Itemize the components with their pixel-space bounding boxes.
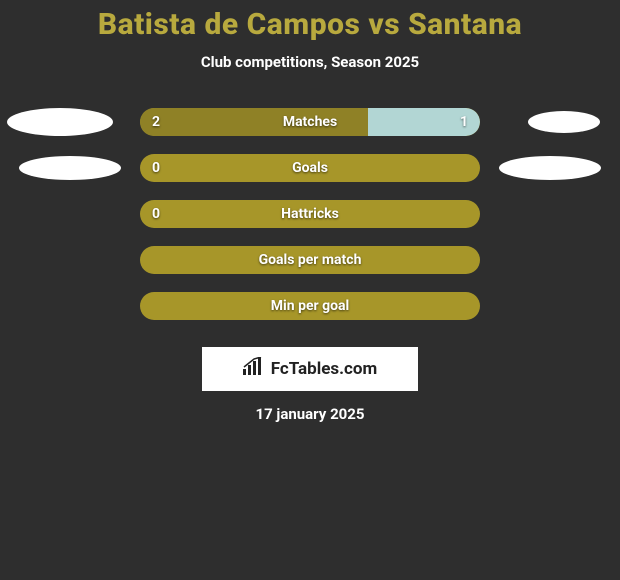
stat-label: Goals (292, 160, 328, 176)
stat-label: Hattricks (281, 206, 339, 222)
subtitle: Club competitions, Season 2025 (0, 53, 620, 71)
stats-block: 2 1 Matches 0 Goals 0 Hattricks Goals per match… (0, 99, 620, 329)
stat-row: Goals per match (0, 237, 620, 283)
stat-label: Min per goal (271, 298, 349, 314)
stat-value-left: 2 (152, 114, 160, 130)
stat-row: Min per goal (0, 283, 620, 329)
comparison-infographic: Batista de Campos vs Santana Club compet… (0, 0, 620, 580)
brand-box: FcTables.com (202, 347, 418, 391)
stat-bar: Goals per match (140, 246, 480, 274)
stat-bar: 2 1 Matches (140, 108, 480, 136)
page-title: Batista de Campos vs Santana (0, 0, 620, 43)
brand-chart-icon (243, 357, 265, 380)
stat-row: 0 Hattricks (0, 191, 620, 237)
stat-value-left: 0 (152, 206, 160, 222)
stat-bar: 0 Hattricks (140, 200, 480, 228)
stat-label: Matches (283, 114, 337, 130)
player-oval-right (499, 156, 601, 180)
player-oval-left (19, 156, 121, 180)
stat-label: Goals per match (259, 252, 362, 268)
stat-value-left: 0 (152, 160, 160, 176)
player-oval-right (528, 111, 600, 133)
stat-bar: Min per goal (140, 292, 480, 320)
date-line: 17 january 2025 (0, 405, 620, 423)
player-oval-left (7, 108, 113, 136)
stat-bar: 0 Goals (140, 154, 480, 182)
stat-row: 2 1 Matches (0, 99, 620, 145)
stat-value-right: 1 (460, 114, 468, 130)
stat-row: 0 Goals (0, 145, 620, 191)
brand-text: FcTables.com (271, 359, 377, 379)
